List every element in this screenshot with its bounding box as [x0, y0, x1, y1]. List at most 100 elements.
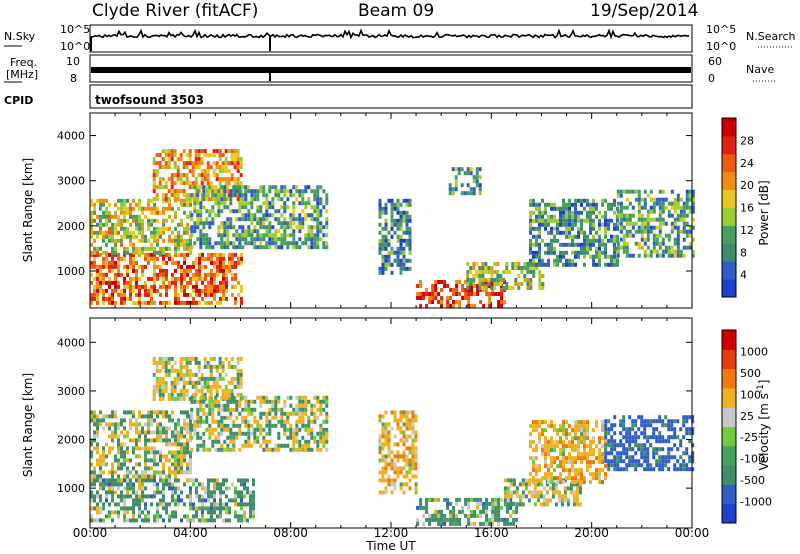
heatmap-cell	[512, 501, 516, 506]
heatmap-cell	[120, 226, 123, 231]
heatmap-cell	[170, 173, 174, 178]
heatmap-cell	[384, 258, 388, 263]
heatmap-cell	[223, 447, 227, 452]
heatmap-cell	[532, 440, 535, 445]
heatmap-cell	[244, 189, 248, 194]
heatmap-cell	[189, 494, 192, 499]
heatmap-cell	[211, 399, 215, 404]
heatmap-cell	[156, 430, 159, 435]
heatmap-cell	[114, 276, 117, 281]
heatmap-cell	[229, 435, 233, 440]
heatmap-cell	[640, 447, 644, 452]
heatmap-cell	[670, 245, 674, 250]
heatmap-cell	[102, 272, 105, 277]
heatmap-cell	[496, 282, 500, 286]
heatmap-cell	[455, 288, 459, 292]
heatmap-cell	[239, 396, 243, 401]
heatmap-cell	[319, 209, 323, 214]
heatmap-cell	[509, 521, 513, 526]
heatmap-cell	[249, 506, 252, 511]
heatmap-cell	[619, 423, 623, 428]
heatmap-cell	[384, 486, 388, 491]
heatmap-cell	[566, 502, 570, 507]
heatmap-cell	[192, 260, 195, 265]
heatmap-cell	[239, 165, 243, 170]
heatmap-cell	[211, 205, 215, 210]
heatmap-cell	[544, 202, 547, 207]
heatmap-cell	[120, 422, 123, 427]
heatmap-cell	[126, 198, 129, 203]
heatmap-cell	[637, 459, 641, 464]
colorbar-tick-label: -500	[740, 474, 765, 487]
heatmap-cell	[186, 246, 189, 251]
heatmap-cell	[114, 238, 117, 243]
heatmap-cell	[171, 482, 174, 487]
heatmap-cell	[96, 246, 99, 251]
heatmap-cell	[173, 197, 177, 202]
heatmap-cell	[226, 217, 230, 222]
heatmap-cell	[208, 395, 212, 400]
heatmap-cell	[108, 210, 111, 215]
heatmap-cell	[213, 502, 216, 507]
heatmap-cell	[196, 225, 200, 230]
heatmap-cell	[99, 482, 102, 487]
heatmap-cell	[162, 246, 165, 251]
heatmap-cell	[384, 478, 388, 483]
heatmap-cell	[222, 478, 225, 483]
heatmap-cell	[153, 260, 156, 265]
heatmap-cell	[162, 478, 165, 483]
heatmap-cell	[475, 179, 479, 184]
heatmap-cell	[123, 206, 126, 211]
heatmap-cell	[390, 250, 394, 255]
heatmap-cell	[482, 505, 486, 510]
colorbar-tick-label: 4	[740, 269, 747, 282]
heatmap-cell	[527, 482, 531, 487]
heatmap-cell	[153, 206, 156, 211]
heatmap-cell	[190, 407, 194, 412]
heatmap-cell	[126, 226, 129, 231]
heatmap-cell	[586, 428, 589, 433]
heatmap-cell	[547, 440, 550, 445]
heatmap-cell	[384, 234, 388, 239]
heatmap-cell	[225, 494, 228, 499]
heatmap-cell	[213, 284, 216, 289]
station-title: Clyde River (fitACF)	[92, 1, 258, 21]
heatmap-cell	[384, 422, 388, 427]
heatmap-cell	[478, 274, 482, 278]
heatmap-cell	[158, 384, 162, 389]
heatmap-cell	[402, 218, 406, 223]
heatmap-cell	[211, 193, 215, 198]
heatmap-cell	[195, 280, 198, 285]
heatmap-cell	[191, 161, 195, 166]
heatmap-cell	[607, 459, 611, 464]
heatmap-cell	[568, 476, 571, 481]
heatmap-cell	[235, 435, 239, 440]
heatmap-cell	[575, 498, 579, 503]
heatmap-cell	[207, 288, 210, 293]
heatmap-cell	[159, 226, 162, 231]
heatmap-cell	[208, 431, 212, 436]
heatmap-cell	[535, 468, 538, 473]
heatmap-cell	[217, 225, 221, 230]
heatmap-cell	[691, 467, 695, 472]
heatmap-cell	[637, 201, 641, 206]
heatmap-cell	[150, 288, 153, 293]
heatmap-cell	[384, 470, 388, 475]
heatmap-cell	[185, 380, 189, 385]
heatmap-cell	[99, 506, 102, 511]
heatmap-cell	[144, 430, 147, 435]
heatmap-cell	[162, 300, 165, 305]
heatmap-cell	[232, 435, 236, 440]
heatmap-cell	[316, 197, 320, 202]
heatmap-cell	[574, 428, 577, 433]
heatmap-cell	[176, 165, 180, 170]
heatmap-cell	[228, 264, 231, 269]
heatmap-cell	[568, 472, 571, 477]
heatmap-cell	[141, 518, 144, 523]
heatmap-cell	[155, 368, 159, 373]
heatmap-cell	[108, 470, 111, 475]
heatmap-cell	[499, 274, 503, 278]
heatmap-cell	[215, 388, 219, 393]
heatmap-cell	[192, 478, 195, 483]
heatmap-cell	[168, 458, 171, 463]
